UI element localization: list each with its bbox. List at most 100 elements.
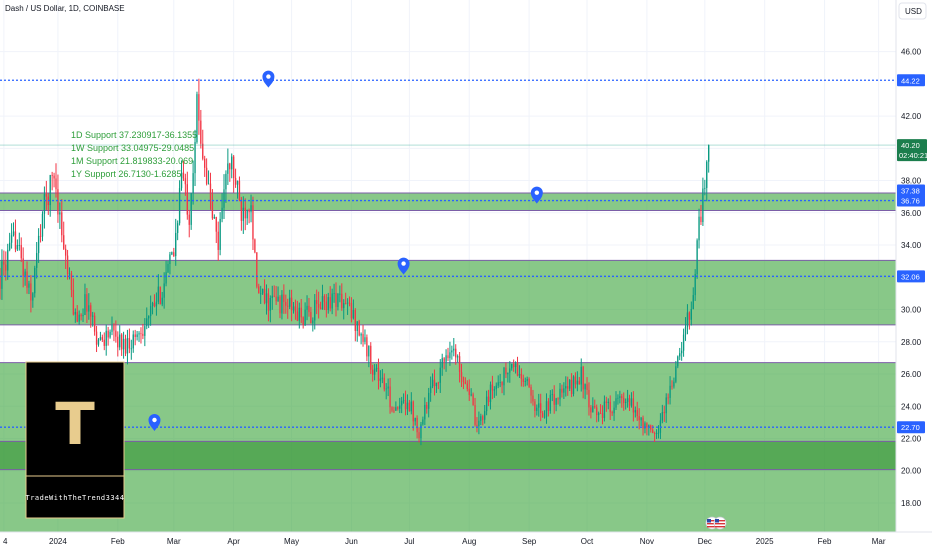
candle-body [586, 384, 588, 390]
candle-body [686, 312, 689, 327]
candle-body [381, 377, 384, 379]
candle-body [329, 297, 331, 309]
candle-body [470, 394, 472, 396]
time-tick-label: Aug [462, 537, 476, 546]
candle-body [456, 356, 459, 358]
candle-body [518, 373, 521, 376]
candle-body [8, 242, 11, 250]
candle-body [634, 410, 636, 413]
pin-icon-dot [266, 74, 271, 79]
candle-body [144, 326, 146, 336]
candle-body [611, 412, 613, 414]
candle-body [240, 199, 243, 221]
candle-body [692, 295, 694, 309]
candle-body [570, 379, 573, 394]
candle-body [354, 309, 356, 331]
candle-body [480, 416, 482, 421]
candle-body [223, 189, 225, 208]
candle-body [657, 432, 660, 434]
candle-body [97, 339, 100, 345]
candle-body [308, 305, 310, 313]
candle-body [599, 413, 602, 415]
logo-letter: T [55, 390, 95, 458]
candle-body [86, 294, 88, 312]
time-tick-label: Nov [640, 537, 654, 546]
candle-body [462, 376, 465, 383]
candle-body [184, 178, 187, 185]
candle-body [538, 403, 540, 408]
candle-body [675, 366, 677, 382]
candle-body [429, 386, 432, 393]
candle-body [590, 407, 592, 413]
candle-body [153, 303, 156, 307]
pin-icon[interactable] [148, 413, 161, 431]
candle-body [449, 352, 451, 359]
candle-body [122, 338, 125, 350]
currency-label: USD [905, 7, 922, 16]
time-tick-label: 2025 [756, 537, 774, 546]
candle-body [234, 178, 237, 185]
candle-body [59, 212, 61, 215]
candle-body [109, 331, 111, 338]
candle-body [36, 253, 38, 268]
price-tag-label: 44.22 [901, 76, 920, 85]
candle-body [93, 315, 96, 332]
candle-body [68, 273, 71, 275]
pin-icon[interactable] [397, 257, 410, 275]
candle-body [151, 303, 154, 306]
time-tick-label: Feb [818, 537, 832, 546]
price-axis[interactable] [896, 0, 932, 532]
candle-body [630, 398, 633, 406]
us-flag-icon[interactable] [713, 516, 727, 530]
candle-body [22, 258, 24, 276]
candle-body [648, 425, 650, 428]
support-legend: 1D Support 37.230917-36.1355 1W Support … [71, 130, 197, 179]
candle-body [182, 172, 185, 179]
candle-body [76, 311, 78, 322]
current-price-label: 40.20 [901, 141, 920, 150]
candle-body [665, 397, 667, 414]
candle-body [258, 286, 260, 294]
candle-body [495, 385, 497, 390]
currency-button[interactable] [898, 2, 927, 20]
price-tick-label: 42.00 [901, 112, 922, 121]
pin-icon[interactable] [530, 186, 543, 204]
candle-body [706, 161, 708, 188]
time-axis[interactable] [0, 532, 932, 550]
candle-body [628, 398, 631, 406]
candle-body [447, 355, 449, 359]
legend-item: 1D Support 37.230917-36.1355 [71, 130, 197, 140]
candle-body [522, 378, 524, 382]
candle-body [176, 223, 179, 233]
time-axis-ticks: 4 2024 Feb Mar Apr May Jun Jul Aug Sep Oct Nov Dec 20… [3, 537, 886, 546]
candle-body [49, 175, 51, 206]
candle-body [671, 385, 673, 387]
candle-body [416, 418, 418, 433]
candle-body [426, 404, 428, 409]
candle-body [267, 293, 270, 311]
candle-body [90, 305, 92, 317]
candle-body [292, 306, 295, 311]
candle-body [66, 255, 69, 275]
candle-body [507, 372, 509, 375]
candle-body [124, 338, 127, 354]
candle-body [391, 407, 393, 411]
candle-body [607, 401, 609, 403]
candle-body [385, 388, 387, 390]
time-tick-label: May [284, 537, 299, 546]
candle-body [512, 363, 515, 368]
candle-body [310, 312, 312, 324]
candle-body [578, 380, 580, 385]
candle-body [1, 261, 3, 289]
candle-body [563, 388, 565, 393]
candle-body [178, 188, 181, 224]
price-tick-label: 28.00 [901, 338, 922, 347]
candle-body [688, 312, 691, 320]
pin-icon[interactable] [262, 70, 275, 88]
price-tag-label: 37.38 [901, 187, 920, 196]
candle-body [404, 400, 407, 410]
candle-body [211, 200, 214, 219]
candle-body [155, 301, 158, 307]
candle-body [165, 272, 167, 284]
